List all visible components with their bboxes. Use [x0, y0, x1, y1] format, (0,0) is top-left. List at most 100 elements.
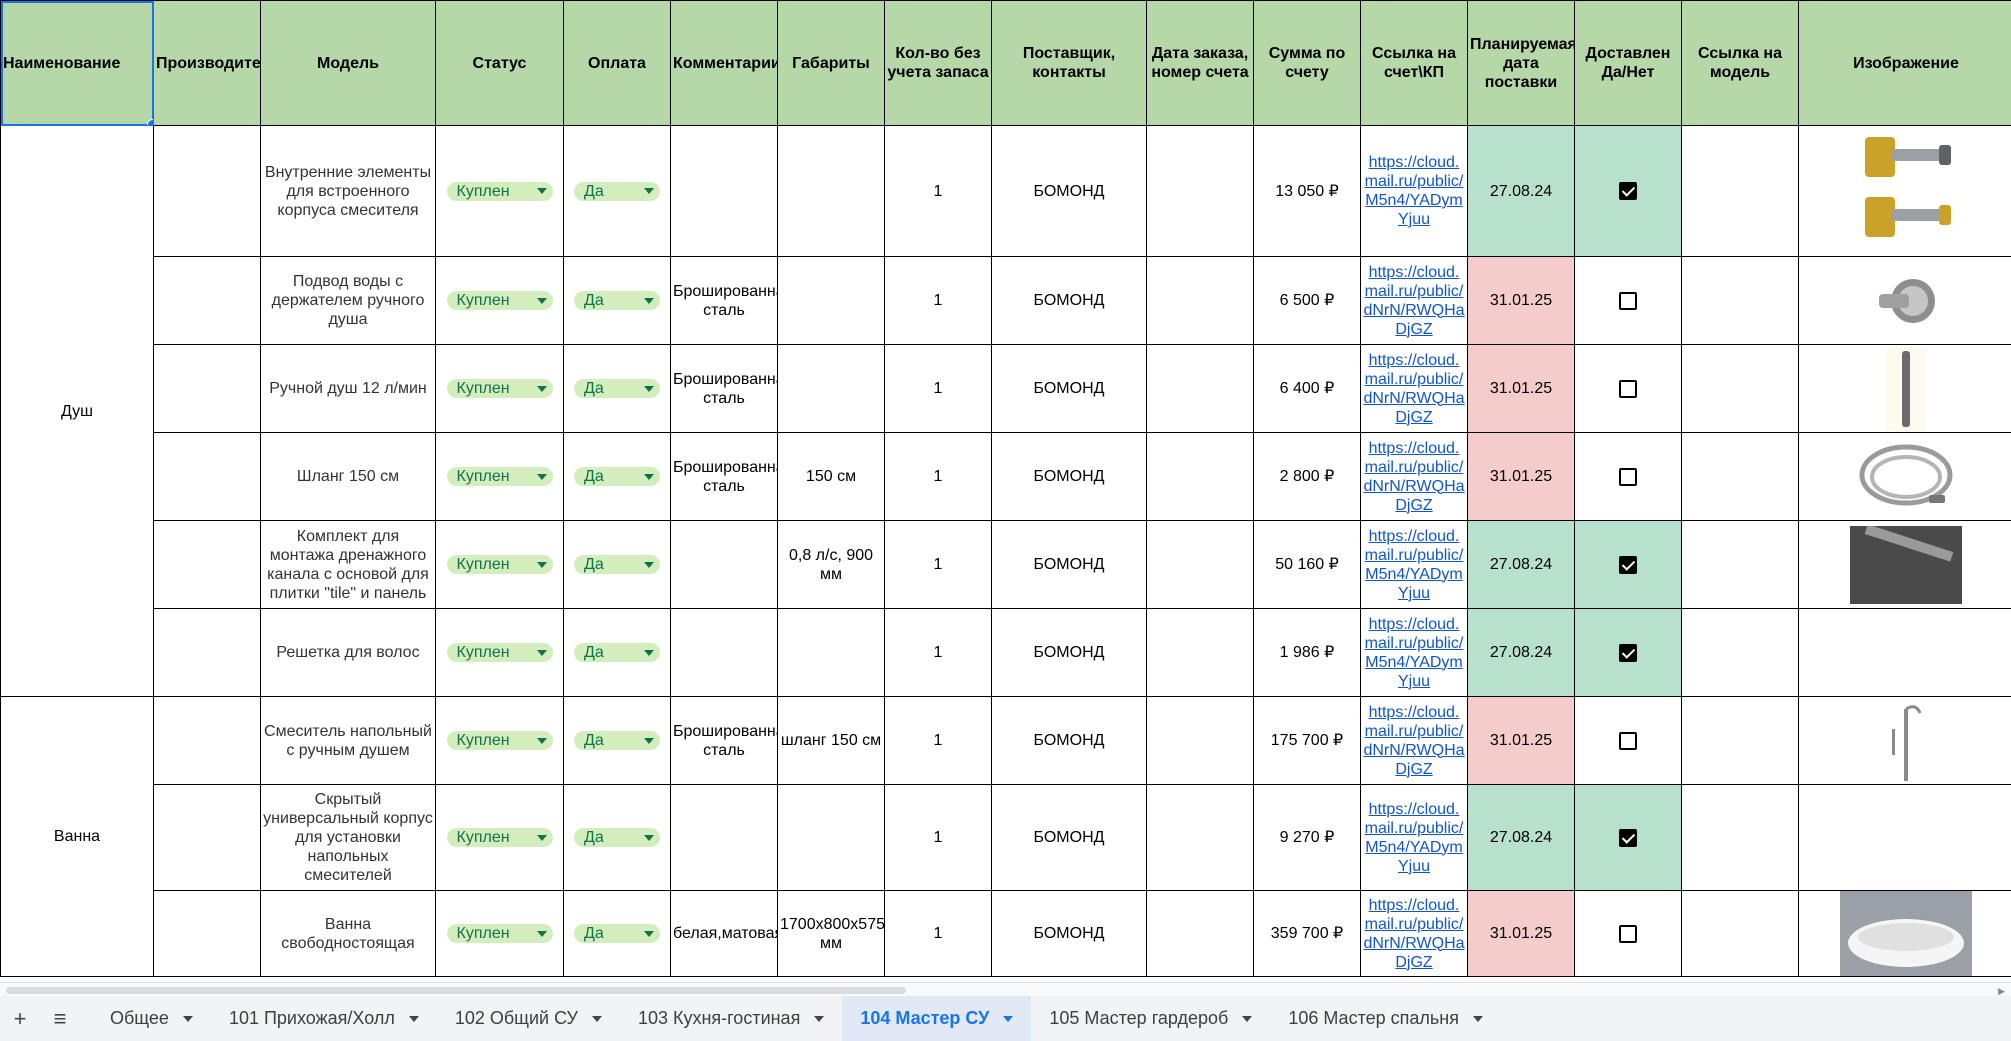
model-link-cell[interactable] — [1681, 696, 1799, 785]
sum-cell[interactable]: 9 270 ₽ — [1253, 784, 1361, 891]
image-cell[interactable] — [1798, 344, 2011, 433]
sheet-tab-3[interactable]: 103 Кухня-гостиная — [620, 996, 842, 1041]
sum-cell[interactable]: 2 800 ₽ — [1253, 432, 1361, 521]
planned-date-cell[interactable]: 31.01.25 — [1467, 344, 1575, 433]
invoice-link[interactable]: https://cloud.mail.ru/public/M5n4/YADymY… — [1360, 125, 1468, 257]
payment-dropdown[interactable]: Да — [574, 924, 660, 943]
manufacturer-cell[interactable] — [153, 890, 261, 977]
payment-dropdown[interactable]: Да — [574, 181, 660, 201]
status-dropdown[interactable]: Куплен — [446, 379, 553, 398]
status-dropdown[interactable]: Куплен — [446, 828, 553, 847]
dimensions-cell[interactable] — [777, 256, 885, 345]
header-cell-order-date[interactable]: Дата заказа, номер счета — [1146, 0, 1254, 126]
delivered-checkbox[interactable] — [1619, 731, 1637, 750]
quantity-cell[interactable]: 1 — [884, 432, 992, 521]
header-cell-dimensions[interactable]: Габариты — [777, 0, 885, 126]
planned-date-cell[interactable]: 31.01.25 — [1467, 256, 1575, 345]
order-date-cell[interactable] — [1146, 608, 1254, 697]
status-cell[interactable]: Куплен — [435, 784, 564, 891]
invoice-link[interactable]: https://cloud.mail.ru/public/M5n4/YADymY… — [1360, 784, 1468, 891]
model-cell[interactable]: Ванна свободностоящая — [260, 890, 436, 977]
order-date-cell[interactable] — [1146, 520, 1254, 609]
dimensions-cell[interactable]: 0,8 л/с, 900 мм — [777, 520, 885, 609]
model-link-cell[interactable] — [1681, 125, 1799, 257]
payment-cell[interactable]: Да — [563, 344, 671, 433]
header-cell-sum[interactable]: Сумма по счету — [1253, 0, 1361, 126]
sheet-tab-4[interactable]: 104 Мастер СУ — [842, 996, 1032, 1041]
sum-cell[interactable]: 13 050 ₽ — [1253, 125, 1361, 257]
chevron-down-icon[interactable] — [1472, 1015, 1483, 1022]
chevron-down-icon[interactable] — [536, 561, 547, 568]
status-dropdown[interactable]: Куплен — [446, 291, 553, 310]
delivered-cell[interactable] — [1574, 608, 1682, 697]
payment-cell[interactable]: Да — [563, 890, 671, 977]
chevron-down-icon[interactable] — [644, 649, 654, 656]
model-link-cell[interactable] — [1681, 256, 1799, 345]
status-cell[interactable]: Куплен — [435, 432, 564, 521]
delivered-checkbox[interactable] — [1619, 379, 1637, 398]
chevron-down-icon[interactable] — [182, 1015, 193, 1022]
model-link-cell[interactable] — [1681, 344, 1799, 433]
payment-dropdown[interactable]: Да — [574, 828, 660, 847]
sum-cell[interactable]: 175 700 ₽ — [1253, 696, 1361, 785]
quantity-cell[interactable]: 1 — [884, 344, 992, 433]
header-cell-model-link[interactable]: Ссылка на модель — [1681, 0, 1799, 126]
chevron-down-icon[interactable] — [1242, 1015, 1253, 1022]
sum-cell[interactable]: 6 500 ₽ — [1253, 256, 1361, 345]
horizontal-scrollbar[interactable]: ▶ — [0, 982, 2011, 997]
image-cell[interactable] — [1798, 256, 2011, 345]
header-cell-quantity[interactable]: Кол-во без учета запаса — [884, 0, 992, 126]
delivered-checkbox[interactable] — [1619, 291, 1637, 310]
delivered-checkbox[interactable] — [1619, 555, 1637, 574]
payment-dropdown[interactable]: Да — [574, 643, 660, 662]
dimensions-cell[interactable] — [777, 125, 885, 257]
payment-dropdown[interactable]: Да — [574, 731, 660, 750]
header-cell-invoice-link[interactable]: Ссылка на счет\КП — [1360, 0, 1468, 126]
chevron-down-icon[interactable] — [644, 473, 654, 480]
chevron-down-icon[interactable] — [644, 297, 654, 304]
manufacturer-cell[interactable] — [153, 256, 261, 345]
header-cell-manufacturer[interactable]: Производитель — [153, 0, 261, 126]
model-cell[interactable]: Ручной душ 12 л/мин — [260, 344, 436, 433]
comment-cell[interactable]: Брошированная сталь — [670, 256, 778, 345]
payment-dropdown[interactable]: Да — [574, 379, 660, 398]
delivered-cell[interactable] — [1574, 432, 1682, 521]
image-cell[interactable] — [1798, 432, 2011, 521]
comment-cell[interactable]: Брошированная сталь — [670, 696, 778, 785]
header-cell-name[interactable]: Наименование — [0, 0, 154, 126]
image-cell[interactable] — [1798, 608, 2011, 697]
payment-cell[interactable]: Да — [563, 125, 671, 257]
order-date-cell[interactable] — [1146, 890, 1254, 977]
chevron-down-icon[interactable] — [1003, 1015, 1014, 1022]
group-cell-vanna[interactable]: Ванна — [0, 696, 154, 977]
delivered-checkbox[interactable] — [1619, 467, 1637, 486]
planned-date-cell[interactable]: 27.08.24 — [1467, 520, 1575, 609]
chevron-down-icon[interactable] — [536, 473, 547, 480]
model-cell[interactable]: Скрытый универсальный корпус для установ… — [260, 784, 436, 891]
group-cell-dush[interactable]: Душ — [0, 125, 154, 697]
sheet-tab-1[interactable]: 101 Прихожая/Холл — [211, 996, 437, 1041]
chevron-down-icon[interactable] — [644, 561, 654, 568]
comment-cell[interactable]: Брошированная сталь — [670, 432, 778, 521]
chevron-down-icon[interactable] — [536, 834, 547, 841]
model-cell[interactable]: Решетка для волос — [260, 608, 436, 697]
chevron-down-icon[interactable] — [644, 385, 654, 392]
model-link-cell[interactable] — [1681, 432, 1799, 521]
all-sheets-menu-icon[interactable]: ≡ — [53, 1005, 67, 1031]
chevron-down-icon[interactable] — [536, 737, 547, 744]
image-cell[interactable] — [1798, 125, 2011, 257]
model-link-cell[interactable] — [1681, 520, 1799, 609]
quantity-cell[interactable]: 1 — [884, 256, 992, 345]
status-cell[interactable]: Куплен — [435, 608, 564, 697]
add-sheet-icon[interactable]: + — [13, 1005, 27, 1031]
header-cell-status[interactable]: Статус — [435, 0, 564, 126]
delivered-cell[interactable] — [1574, 784, 1682, 891]
status-cell[interactable]: Куплен — [435, 125, 564, 257]
order-date-cell[interactable] — [1146, 696, 1254, 785]
payment-cell[interactable]: Да — [563, 696, 671, 785]
order-date-cell[interactable] — [1146, 125, 1254, 257]
delivered-checkbox[interactable] — [1619, 828, 1637, 847]
sheet-tab-5[interactable]: 105 Мастер гардероб — [1031, 996, 1270, 1041]
supplier-cell[interactable]: БОМОНД — [991, 696, 1147, 785]
model-cell[interactable]: Подвод воды с держателем ручного душа — [260, 256, 436, 345]
